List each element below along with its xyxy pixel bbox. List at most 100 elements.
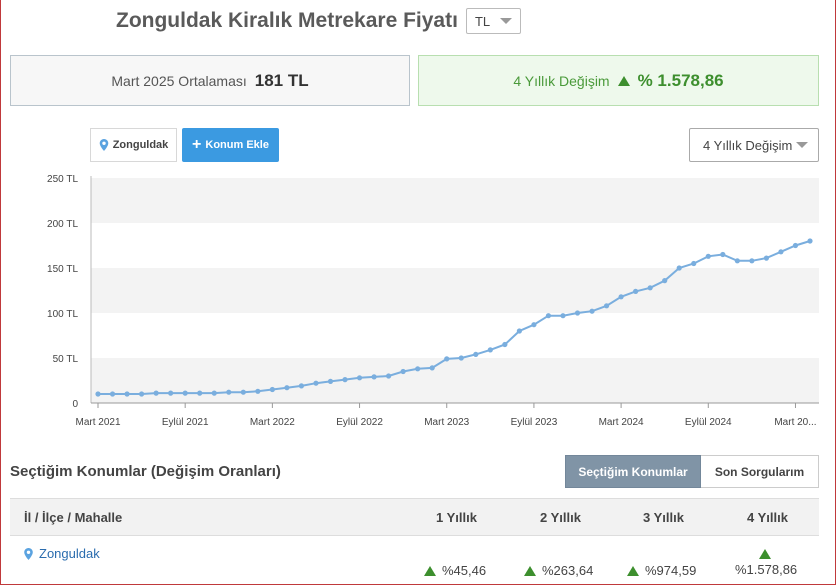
average-label: Mart 2025 Ortalaması (111, 72, 247, 89)
triangle-up-icon (524, 565, 536, 576)
data-point (633, 288, 639, 294)
data-point (473, 351, 479, 357)
y-tick-label: 250 TL (47, 174, 78, 185)
y-tick-label: 0 (72, 399, 78, 410)
data-point (240, 389, 246, 395)
x-tick-label: Mart 2021 (75, 417, 120, 428)
data-point (138, 391, 145, 397)
triangle-up-icon (759, 549, 771, 559)
y-tick-label: 100 TL (47, 309, 78, 320)
triangle-up-icon (627, 565, 639, 576)
table-row: Zonguldak %45,46 %263,64 %974,59 %1.578,… (10, 536, 819, 581)
data-point (400, 368, 406, 375)
period-value: 4 Yıllık Değişim (703, 137, 793, 153)
data-point (531, 322, 537, 328)
data-point (734, 258, 740, 264)
cell-3y: %974,59 (627, 563, 696, 578)
cell-3y-value: %974,59 (645, 563, 697, 578)
data-point (662, 278, 668, 284)
cell-4y-value: %1.578,86 (735, 562, 798, 577)
data-point (487, 347, 493, 353)
data-point (458, 355, 464, 361)
data-point (182, 390, 188, 396)
currency-value: TL (474, 13, 491, 29)
data-point (211, 390, 217, 396)
cell-1y: %45,46 (424, 563, 486, 578)
cell-2y: %263,64 (524, 563, 593, 578)
cell-1y-value: %45,46 (442, 563, 487, 578)
change-value: % 1.578,86 (637, 70, 724, 90)
row-location-name: Zonguldak (39, 546, 100, 561)
data-point (792, 242, 799, 249)
page-title: Zonguldak Kiralık Metrekare Fiyatı (116, 9, 458, 32)
data-point (327, 378, 334, 384)
map-pin-icon (99, 139, 108, 151)
location-chip[interactable]: Zonguldak (90, 128, 177, 162)
column-header-2y: 2 Yıllık (540, 510, 581, 525)
triangle-up-icon (424, 565, 436, 576)
add-location-label: Konum Ekle (205, 139, 269, 151)
cell-4y: %1.578,86 (735, 549, 798, 577)
tab-selected-locations[interactable]: Seçtiğim Konumlar (565, 455, 701, 488)
chevron-down-icon (796, 142, 808, 148)
data-point (95, 391, 101, 397)
x-tick-label: Mart 2023 (424, 417, 469, 428)
data-point (313, 380, 319, 386)
data-point (705, 253, 711, 259)
section-title: Seçtiğim Konumlar (Değişim Oranları) (10, 463, 281, 480)
data-point (763, 255, 770, 261)
data-point (603, 303, 610, 309)
x-tick-label: Mart 20... (774, 417, 816, 428)
row-location[interactable]: Zonguldak (24, 546, 100, 561)
data-point (226, 389, 232, 395)
data-point (618, 294, 624, 300)
data-point (778, 249, 784, 255)
data-point (502, 341, 508, 348)
cell-2y-value: %263,64 (542, 563, 594, 578)
table-header: İl / İlçe / Mahalle 1 Yıllık 2 Yıllık 3 … (10, 498, 819, 536)
column-header-4y: 4 Yıllık (747, 510, 788, 525)
data-point (676, 265, 682, 271)
data-point (371, 374, 377, 380)
x-tick-label: Eylül 2022 (336, 417, 383, 428)
data-point (516, 328, 522, 334)
data-point (749, 258, 755, 264)
currency-select[interactable]: TL (465, 8, 521, 34)
add-location-button[interactable]: + Konum Ekle (182, 128, 279, 162)
grid-band (91, 358, 819, 403)
x-tick-label: Mart 2024 (599, 417, 644, 428)
y-tick-label: 50 TL (53, 354, 79, 365)
data-point (429, 365, 435, 371)
data-point (444, 356, 450, 362)
data-point (589, 308, 595, 314)
grid-band (91, 178, 819, 223)
column-header-3y: 3 Yıllık (643, 510, 684, 525)
data-point (356, 375, 363, 381)
data-point (386, 373, 392, 379)
location-tabs: Seçtiğim Konumlar Son Sorgularım (565, 455, 819, 488)
column-header-location: İl / İlçe / Mahalle (24, 510, 123, 525)
data-point (284, 385, 290, 391)
data-point (153, 390, 159, 396)
chevron-down-icon (499, 18, 512, 24)
x-tick-label: Eylül 2023 (511, 417, 558, 428)
change-label: 4 Yıllık Değişim (513, 72, 610, 89)
x-tick-label: Mart 2022 (250, 417, 295, 428)
y-tick-label: 150 TL (47, 264, 78, 275)
data-point (647, 285, 653, 291)
grid-band (91, 268, 819, 313)
data-point (807, 238, 813, 244)
column-header-1y: 1 Yıllık (436, 510, 477, 525)
tab-recent-queries[interactable]: Son Sorgularım (701, 455, 819, 488)
y-tick-label: 200 TL (47, 219, 78, 230)
data-point (720, 251, 726, 258)
title-row: Zonguldak Kiralık Metrekare Fiyatı TL (116, 8, 521, 34)
triangle-up-icon (617, 75, 630, 86)
data-point (560, 313, 566, 319)
data-point (298, 383, 305, 389)
data-point (415, 366, 421, 372)
data-point (269, 386, 275, 393)
period-select[interactable]: 4 Yıllık Değişim (689, 128, 819, 162)
plus-icon: + (192, 136, 202, 153)
data-point (109, 391, 116, 397)
